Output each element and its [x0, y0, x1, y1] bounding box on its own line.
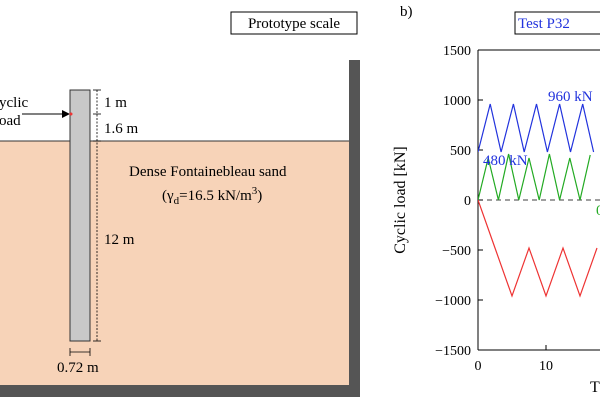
prototype-scale-label: Prototype scale	[248, 16, 340, 32]
y-tick-label: −1000	[435, 294, 471, 309]
dim-embed-label: 12 m	[104, 232, 135, 248]
sand-region	[0, 141, 349, 385]
y-tick-label: 1500	[443, 44, 471, 59]
annotation-960: 960 kN	[548, 89, 593, 105]
x-tick-label: 10	[539, 359, 553, 374]
container-wall	[349, 60, 360, 390]
y-tick-label: −500	[442, 244, 471, 259]
sand-density-label: (γd=16.5 kN/m3)	[162, 185, 262, 207]
load-point	[69, 112, 73, 116]
panel-b-label: b)	[400, 4, 413, 20]
test-label: Test P32	[518, 16, 570, 32]
annotation-480: 480 kN	[483, 153, 528, 169]
x-ticks: 0 10	[475, 345, 553, 374]
dim-top-label: 1 m	[104, 95, 127, 111]
series-line-3	[478, 199, 598, 298]
test-label-box	[514, 11, 600, 35]
x-tick-label: 0	[475, 359, 482, 374]
sand-label: Dense Fontainebleau sand	[129, 164, 287, 180]
prototype-scale-box	[230, 11, 358, 35]
y-tick-label: −1500	[435, 344, 471, 359]
dim-mid-label: 1.6 m	[104, 121, 139, 137]
annotation-cut: 0	[596, 203, 600, 219]
series-layer	[478, 103, 598, 298]
series-line-2	[478, 153, 591, 201]
y-ticks: 1500 1000 500 0 −500 −1000 −1500	[435, 44, 483, 359]
y-tick-label: 1000	[443, 94, 471, 109]
prototype-diagram: yclic oad 1 m 1.6 m 12 m 0.72 m Dense Fo…	[0, 11, 360, 397]
x-axis-label: T	[590, 379, 600, 396]
y-tick-label: 0	[464, 194, 471, 209]
y-tick-label: 500	[450, 144, 471, 159]
y-axis-label: Cyclic load [kN]	[392, 146, 409, 254]
load-label-line2: oad	[0, 113, 21, 129]
series-line-1	[478, 103, 595, 153]
dim-width-label: 0.72 m	[57, 360, 99, 376]
container-base	[0, 385, 360, 397]
load-label-line1: yclic	[0, 95, 28, 111]
pile	[69, 89, 91, 342]
